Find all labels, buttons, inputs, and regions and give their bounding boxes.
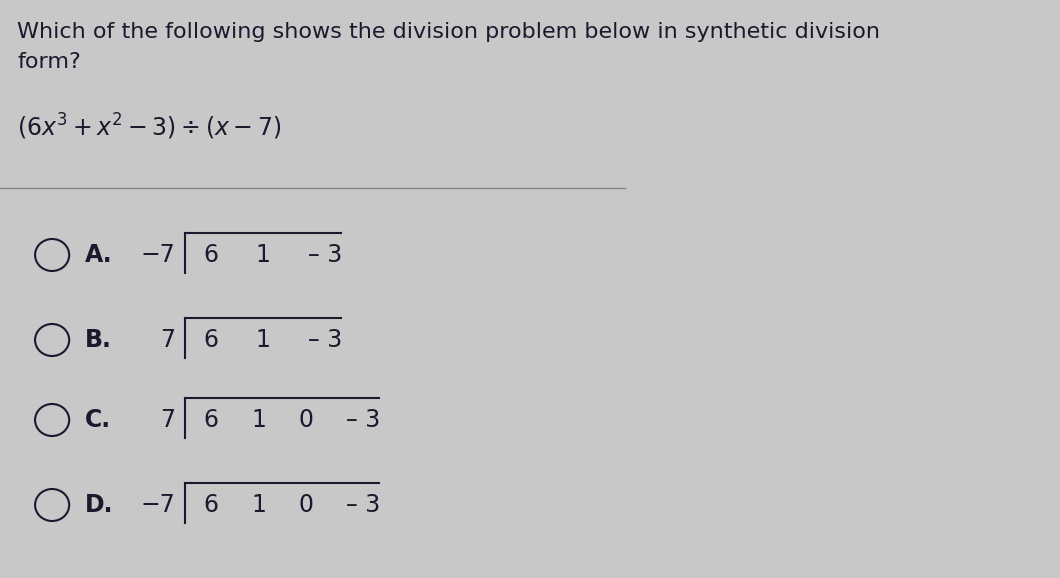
- Text: B.: B.: [85, 328, 112, 352]
- Text: D.: D.: [85, 493, 113, 517]
- Text: – 3: – 3: [346, 408, 381, 432]
- Text: −7: −7: [141, 493, 175, 517]
- Text: form?: form?: [17, 52, 81, 72]
- Text: 6: 6: [204, 243, 218, 267]
- Text: C.: C.: [85, 408, 111, 432]
- Text: 1: 1: [251, 493, 266, 517]
- Text: −7: −7: [141, 243, 175, 267]
- Text: 0: 0: [299, 408, 314, 432]
- Text: 6: 6: [204, 328, 218, 352]
- Text: 6: 6: [204, 493, 218, 517]
- Text: 6: 6: [204, 408, 218, 432]
- Text: 7: 7: [160, 328, 175, 352]
- Text: 1: 1: [251, 408, 266, 432]
- Text: 1: 1: [255, 328, 270, 352]
- Text: 1: 1: [255, 243, 270, 267]
- Text: 7: 7: [160, 408, 175, 432]
- Text: – 3: – 3: [308, 243, 342, 267]
- Text: $(6x^3 + x^2 - 3) \div (x - 7)$: $(6x^3 + x^2 - 3) \div (x - 7)$: [17, 112, 282, 142]
- Text: – 3: – 3: [346, 493, 381, 517]
- Text: – 3: – 3: [308, 328, 342, 352]
- Text: Which of the following shows the division problem below in synthetic division: Which of the following shows the divisio…: [17, 22, 880, 42]
- Text: 0: 0: [299, 493, 314, 517]
- Text: A.: A.: [85, 243, 113, 267]
